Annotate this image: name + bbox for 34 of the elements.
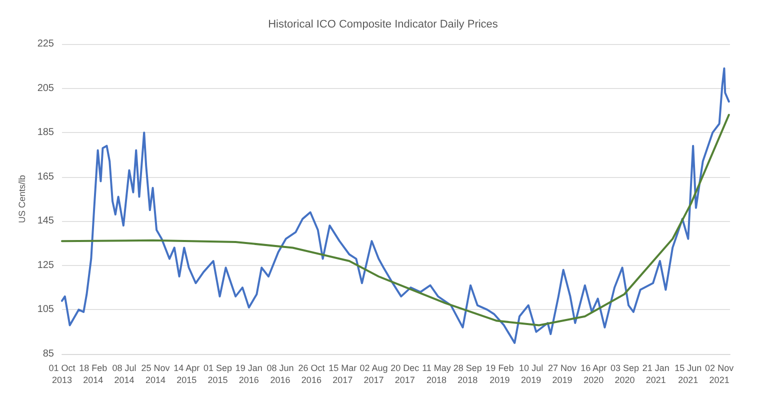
y-tick-label: 105 <box>37 304 54 316</box>
x-tick-label: 20 Dec 2017 <box>390 363 420 385</box>
x-tick-label: 16 Apr 2020 <box>580 363 607 385</box>
x-tick-label: 11 May 2018 <box>422 363 452 385</box>
x-tick-label: 19 Feb 2019 <box>486 363 514 385</box>
chart-title: Historical ICO Composite Indicator Daily Prices <box>268 18 498 30</box>
x-tick-label: 28 Sep 2018 <box>453 363 482 385</box>
x-tick-label: 26 Oct 2016 <box>298 363 326 385</box>
x-tick-label: 21 Jan 2021 <box>642 363 670 385</box>
y-tick-label: 205 <box>37 82 54 94</box>
x-tick-label: 02 Nov 2021 <box>705 363 734 385</box>
line-series <box>61 114 730 326</box>
y-axis-title: US Cents/lb <box>16 174 27 224</box>
x-tick-label: 14 Apr 2015 <box>174 363 200 385</box>
y-tick-label: 165 <box>37 171 54 182</box>
x-tick-label: 10 Jul 2019 <box>519 363 544 385</box>
y-tick-label: 85 <box>42 348 54 360</box>
x-tick-label: 01 Sep 2015 <box>203 363 232 385</box>
x-tick-label: 15 Mar 2017 <box>328 363 357 385</box>
x-tick-label: 18 Feb 2014 <box>79 363 108 385</box>
x-tick-label: 25 Nov 2014 <box>141 363 170 385</box>
y-tick-label: 225 <box>37 38 54 50</box>
x-tick-label: 15 Jun 2021 <box>674 363 702 385</box>
y-tick-label: 185 <box>37 127 54 138</box>
y-tick-label: 125 <box>37 260 54 271</box>
y-tick-label: 145 <box>37 216 54 227</box>
x-tick-label: 27 Nov 2019 <box>548 363 577 385</box>
x-tick-label: 02 Aug 2017 <box>360 363 388 385</box>
x-tick-label: 03 Sep 2020 <box>610 363 640 385</box>
x-tick-label: 19 Jan 2016 <box>235 363 262 385</box>
x-tick-label: 01 Oct 2013 <box>48 363 76 385</box>
x-tick-label: 08 Jul 2014 <box>112 363 136 385</box>
x-tick-label: 08 Jun 2016 <box>266 363 294 385</box>
line-series <box>61 67 730 344</box>
